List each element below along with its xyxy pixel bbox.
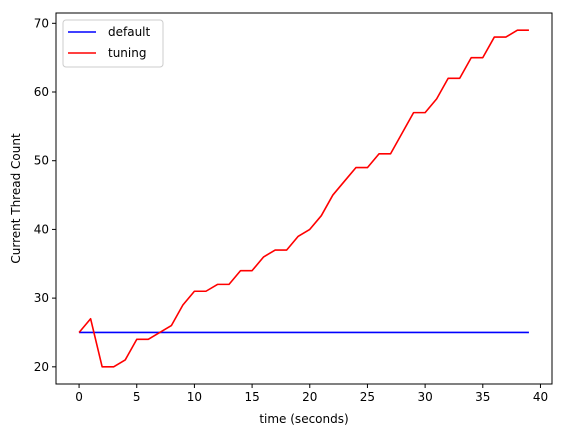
x-tick-label: 25 xyxy=(360,390,375,404)
y-tick-label: 50 xyxy=(34,154,49,168)
y-tick-label: 40 xyxy=(34,222,49,236)
plot-area xyxy=(56,13,552,384)
legend-label-default: default xyxy=(108,25,151,39)
y-tick-label: 30 xyxy=(34,291,49,305)
y-tick-label: 60 xyxy=(34,85,49,99)
legend: default tuning xyxy=(63,20,163,67)
x-tick-label: 40 xyxy=(533,390,548,404)
x-tick-label: 15 xyxy=(244,390,259,404)
legend-label-tuning: tuning xyxy=(108,46,146,60)
y-axis-label: Current Thread Count xyxy=(9,133,23,264)
x-tick-label: 35 xyxy=(475,390,490,404)
x-tick-label: 5 xyxy=(133,390,141,404)
x-tick-label: 10 xyxy=(187,390,202,404)
y-tick-label: 70 xyxy=(34,16,49,30)
x-tick-label: 0 xyxy=(75,390,83,404)
x-tick-label: 30 xyxy=(417,390,432,404)
x-tick-label: 20 xyxy=(302,390,317,404)
y-tick-label: 20 xyxy=(34,360,49,374)
x-axis-label: time (seconds) xyxy=(259,412,348,426)
